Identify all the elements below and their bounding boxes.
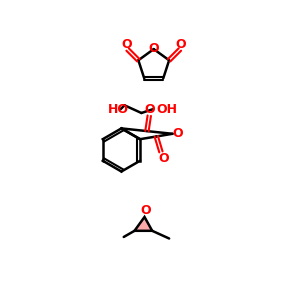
Text: O: O xyxy=(148,42,159,55)
Polygon shape xyxy=(134,217,152,231)
Text: O: O xyxy=(145,103,155,116)
Text: HO: HO xyxy=(108,103,129,116)
Text: OH: OH xyxy=(156,103,177,116)
Text: O: O xyxy=(176,38,186,51)
Text: O: O xyxy=(158,152,169,164)
Text: O: O xyxy=(122,38,132,51)
Text: O: O xyxy=(172,127,183,140)
Text: O: O xyxy=(140,203,151,217)
